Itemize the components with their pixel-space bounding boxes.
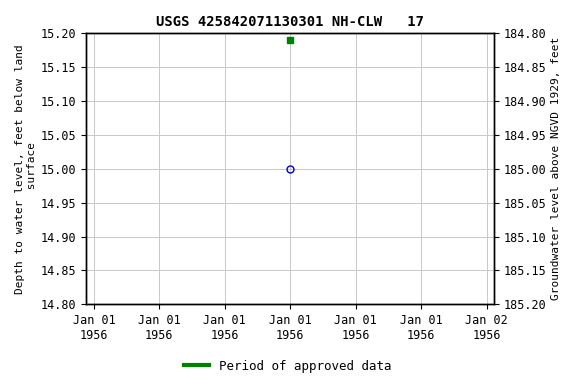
Title: USGS 425842071130301 NH-CLW   17: USGS 425842071130301 NH-CLW 17 — [156, 15, 425, 29]
Y-axis label: Depth to water level, feet below land
 surface: Depth to water level, feet below land su… — [15, 44, 37, 293]
Legend: Period of approved data: Period of approved data — [179, 355, 397, 378]
Y-axis label: Groundwater level above NGVD 1929, feet: Groundwater level above NGVD 1929, feet — [551, 37, 561, 300]
